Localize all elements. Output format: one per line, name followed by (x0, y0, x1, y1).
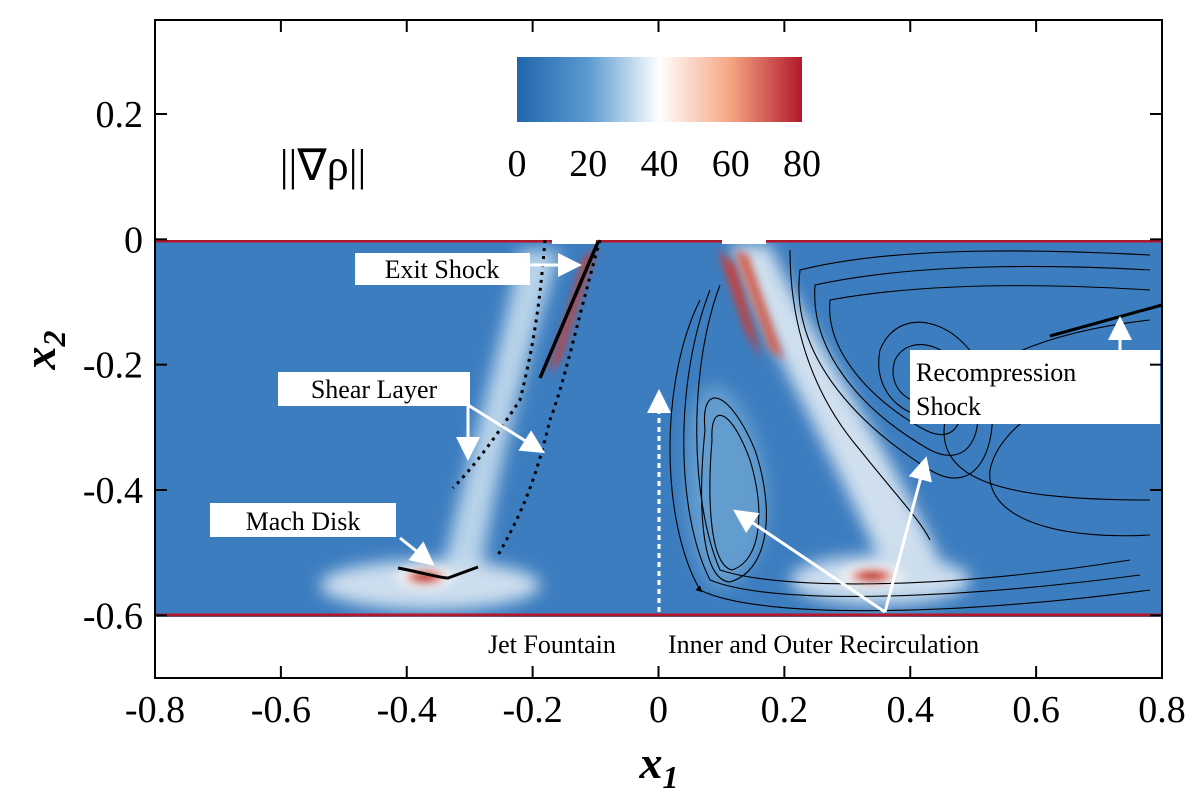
x-tick-label: -0.8 (125, 689, 185, 731)
recompression-label-box (910, 350, 1160, 424)
inner-shock-band-2 (735, 250, 784, 360)
exit-shock-solid-line (538, 241, 600, 379)
shear-layer-label-box (278, 372, 470, 406)
shear-layer-dotted-left (451, 239, 547, 490)
x-tick-label: -0.4 (377, 689, 437, 731)
colorbar-gradient (517, 57, 802, 122)
mach-disk-label: Mach Disk (246, 507, 361, 536)
recirculation-arrow-1 (733, 509, 886, 614)
left-jet-glow (440, 250, 560, 580)
mach-disk-line (397, 565, 479, 580)
x-axis-title: x1 (639, 737, 679, 795)
mach-disk-arrow (399, 536, 435, 566)
x-tick-label: 0.2 (761, 689, 809, 731)
x-axis-title-sub: 1 (663, 759, 679, 795)
mach-disk-label-box (210, 503, 396, 537)
recirculation-arrow-2 (883, 456, 932, 613)
x-tick-label: 0.4 (887, 689, 935, 731)
x-tick-label: 0.8 (1138, 689, 1186, 731)
annotation-arrows (399, 253, 1132, 614)
exit-shock-label: Exit Shock (385, 255, 500, 284)
y-tick-label: 0.2 (96, 94, 144, 136)
streamlines (669, 249, 1151, 612)
shear-layer-dotted-right (496, 239, 602, 556)
colorbar-tick-label: 0 (508, 143, 527, 185)
y-tick-label: -0.2 (83, 345, 143, 387)
field-label: ||∇ρ|| (280, 141, 367, 190)
y-tick-label: -0.4 (83, 470, 143, 512)
y-axis-title-sub: 2 (36, 331, 72, 348)
nozzle-gap-left (552, 240, 596, 244)
inner-shock-band-1 (718, 250, 762, 360)
y-tick-label: -0.6 (83, 595, 143, 637)
colorbar-tick-label: 60 (712, 143, 750, 185)
annotation-overlay: Exit Shock Shear Layer Mach Disk Recompr… (210, 239, 1163, 659)
x-tick-label: -0.6 (251, 689, 311, 731)
recompression-shock-line (1049, 303, 1163, 338)
recompression-label-line1: Recompression (916, 358, 1076, 387)
colorbar-tick-label: 20 (569, 143, 607, 185)
x-tick-label: -0.2 (503, 689, 563, 731)
nozzle-gap-right (722, 240, 766, 244)
recirculation-label: Inner and Outer Recirculation (668, 630, 979, 659)
colorbar-tick-label: 40 (641, 143, 679, 185)
x-tick-label: 0.6 (1012, 689, 1060, 731)
colorbar: 0 20 40 60 80 ||∇ρ|| (280, 57, 821, 190)
right-jet-glow (730, 245, 940, 560)
y-tick-label: 0 (124, 219, 143, 261)
shear-layer-label: Shear Layer (311, 375, 438, 404)
inner-recirc-glow (686, 384, 768, 590)
y-axis-ticks: 0.2 0 -0.2 -0.4 -0.6 (83, 94, 1162, 637)
exit-shock-label-box (355, 253, 530, 285)
x-axis-ticks: -0.8 -0.6 -0.4 -0.2 0 0.2 0.4 0.6 0.8 (125, 20, 1186, 731)
shear-layer-arrow-2 (467, 403, 546, 454)
colorbar-tick-label: 80 (783, 143, 821, 185)
jet-fountain-label: Jet Fountain (488, 630, 616, 659)
exit-shock-band (548, 248, 596, 375)
colorbar-ticks: 0 20 40 60 80 (508, 143, 822, 185)
y-axis-title: x2 (14, 331, 72, 371)
recompression-label-line2: Shock (916, 392, 981, 421)
x-tick-label: 0 (649, 689, 668, 731)
